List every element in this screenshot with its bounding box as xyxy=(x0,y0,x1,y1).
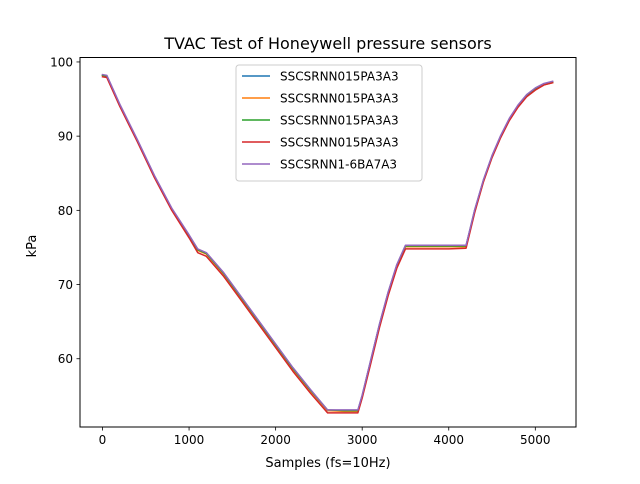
legend-box xyxy=(235,64,423,182)
plot-area xyxy=(101,73,554,414)
y-axis-label: kPa xyxy=(25,235,40,258)
chart-title: TVAC Test of Honeywell pressure sensors xyxy=(163,34,491,53)
series-line-5 xyxy=(101,73,554,411)
x-tick-label: 2000 xyxy=(260,433,291,447)
y-tick-label: 60 xyxy=(58,352,73,366)
y-tick-label: 90 xyxy=(58,130,73,144)
y-tick-label: 100 xyxy=(50,55,73,69)
x-tick-label: 4000 xyxy=(433,433,464,447)
legend-label: SSCSRNN015PA3A3 xyxy=(280,70,399,84)
legend-label: SSCSRNN015PA3A3 xyxy=(280,136,399,150)
y-tick-label: 70 xyxy=(58,278,73,292)
x-tick-label: 1000 xyxy=(174,433,205,447)
y-tick-label: 80 xyxy=(58,204,73,218)
y-axis-ticks: 60 70 80 90 100 xyxy=(50,55,80,366)
x-axis-label: Samples (fs=10Hz) xyxy=(265,456,390,471)
x-tick-label: 3000 xyxy=(347,433,378,447)
series-line-4 xyxy=(101,75,554,414)
legend-label: SSCSRNN015PA3A3 xyxy=(280,114,399,128)
x-axis-ticks: 0 1000 2000 3000 4000 5000 xyxy=(99,427,551,447)
legend: SSCSRNN015PA3A3 SSCSRNN015PA3A3 SSCSRNN015… xyxy=(235,64,423,182)
legend-label: SSCSRNN1-6BA7A3 xyxy=(280,158,397,172)
x-tick-label: 0 xyxy=(99,433,107,447)
x-tick-label: 5000 xyxy=(520,433,551,447)
legend-label: SSCSRNN015PA3A3 xyxy=(280,92,399,106)
plot-frame xyxy=(79,57,577,428)
